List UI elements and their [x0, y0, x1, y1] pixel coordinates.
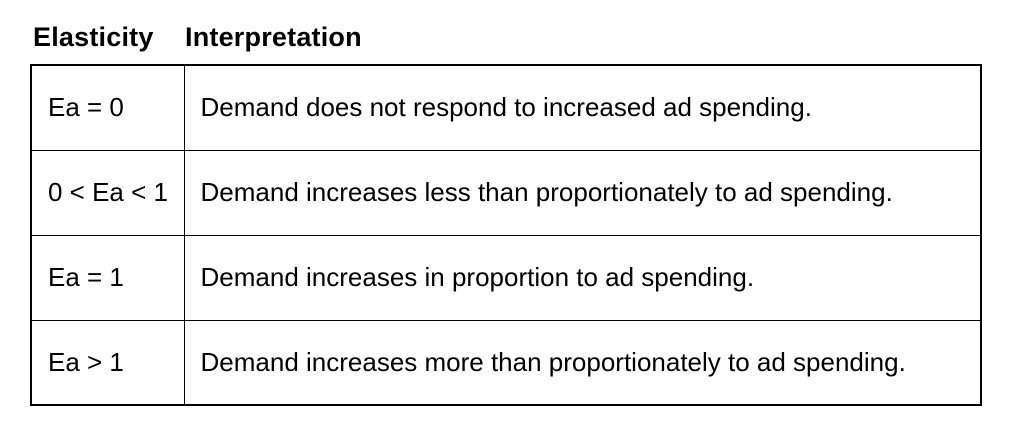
table-row: Ea = 0 Demand does not respond to increa…: [30, 64, 982, 151]
column-header-interpretation: Interpretation: [185, 22, 362, 52]
interpretation-cell: Demand does not respond to increased ad …: [183, 64, 982, 151]
elasticity-cell: Ea > 1: [30, 319, 185, 406]
interpretation-cell: Demand increases in proportion to ad spe…: [183, 234, 982, 321]
elasticity-cell: Ea = 1: [30, 234, 185, 321]
table-row: Ea = 1 Demand increases in proportion to…: [30, 234, 982, 321]
table-row: 0 < Ea < 1 Demand increases less than pr…: [30, 149, 982, 236]
elasticity-cell: Ea = 0: [30, 64, 185, 151]
interpretation-cell: Demand increases more than proportionate…: [183, 319, 982, 406]
column-header-elasticity: Elasticity: [33, 22, 154, 52]
table-row: Ea > 1 Demand increases more than propor…: [30, 319, 982, 406]
interpretation-cell: Demand increases less than proportionate…: [183, 149, 982, 236]
elasticity-cell: 0 < Ea < 1: [30, 149, 185, 236]
elasticity-table: Ea = 0 Demand does not respond to increa…: [30, 64, 982, 406]
